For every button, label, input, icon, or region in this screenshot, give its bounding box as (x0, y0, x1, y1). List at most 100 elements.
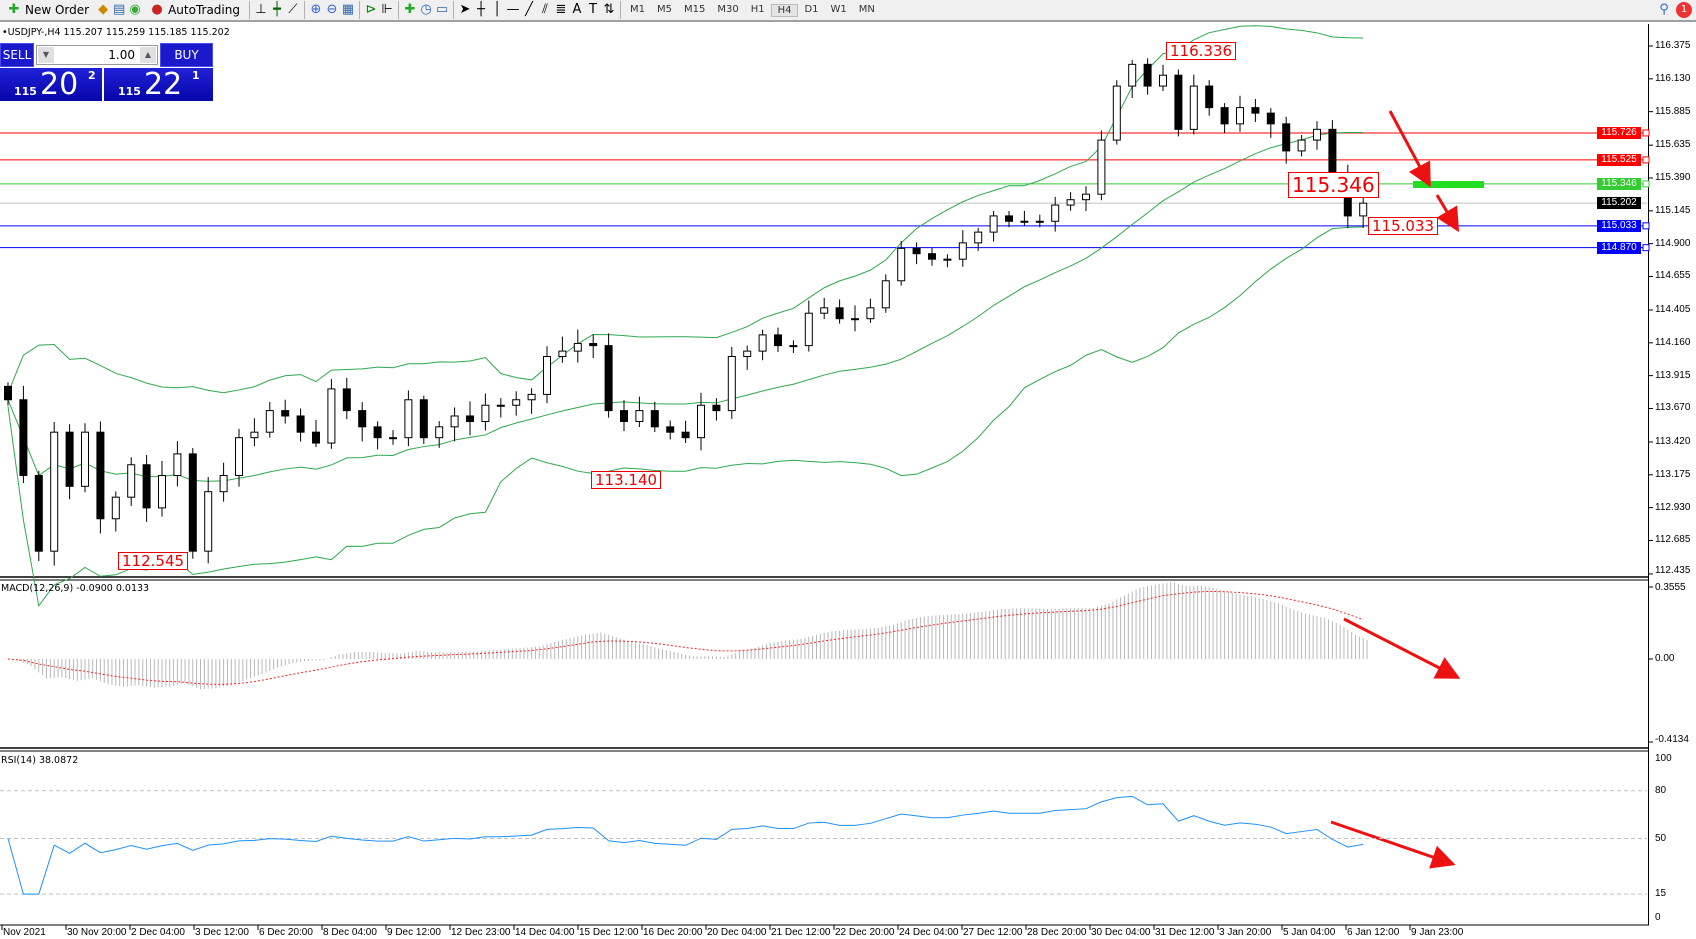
price-axis-label: 116.375 (1655, 40, 1691, 51)
text-label-icon[interactable]: T (589, 2, 597, 17)
lot-decrease-button[interactable]: ▼ (38, 47, 54, 63)
timeframe-w1[interactable]: W1 (830, 3, 847, 15)
time-axis-label: 27 Dec 12:00 (963, 927, 1023, 938)
horizontal-line-icon[interactable]: — (506, 2, 520, 17)
zoom-in-icon[interactable]: ⊕ (310, 2, 322, 17)
vertical-line-icon[interactable]: │ (493, 2, 501, 17)
candle (1236, 95, 1244, 132)
candle (851, 305, 859, 332)
candle (312, 420, 320, 448)
candle (1066, 192, 1075, 211)
time-axis-label: 30 Nov 20:00 (67, 927, 127, 938)
rsi-axis-label: 0 (1655, 912, 1661, 923)
chart-window[interactable] (0, 24, 1649, 925)
market-icon[interactable]: ▤ (112, 2, 126, 17)
alerts-badge[interactable]: 1 (1676, 2, 1692, 18)
time-axis-label: Nov 2021 (3, 927, 46, 938)
trendline-icon[interactable]: ╱ (525, 2, 533, 17)
price-axis-label: 112.435 (1655, 565, 1691, 576)
templates-icon[interactable]: ▭ (435, 2, 449, 17)
price-axis-label: 115.885 (1655, 105, 1691, 117)
timeframe-m5[interactable]: M5 (656, 3, 672, 15)
chart-shift-icon[interactable]: ⊩ (381, 2, 393, 17)
price-line-tag: 115.525 (1597, 153, 1641, 166)
timeframe-mn[interactable]: MN (858, 3, 875, 15)
candle (589, 334, 598, 359)
candle (1205, 80, 1214, 116)
candle (866, 298, 875, 323)
timeframe-h1[interactable]: H1 (750, 3, 765, 15)
autoscroll-icon[interactable]: ⊳ (365, 2, 377, 17)
time-axis-label: 9 Dec 12:00 (387, 927, 441, 938)
candle (1112, 80, 1121, 145)
periods-icon[interactable]: ◷ (420, 2, 432, 17)
crosshair-icon[interactable]: ┼ (477, 2, 485, 17)
price-line-tag: 114.870 (1597, 241, 1641, 254)
candle (265, 401, 274, 438)
candle (712, 398, 721, 421)
candle (435, 421, 444, 448)
candle (1097, 130, 1106, 201)
buy-price[interactable]: 115 22 1 (104, 68, 213, 101)
divider (397, 1, 399, 19)
lot-size-input[interactable]: ▼ 1.00 ▲ (36, 45, 158, 65)
candle (835, 299, 844, 324)
timeframe-m15[interactable]: M15 (683, 3, 706, 15)
candlestick-icon[interactable]: ┿ (273, 2, 281, 17)
timeframe-d1[interactable]: D1 (804, 3, 819, 15)
timeframe-m30[interactable]: M30 (717, 3, 739, 15)
time-axis-label: 9 Jan 23:00 (1411, 927, 1464, 938)
text-icon[interactable]: A (572, 2, 582, 17)
candle (219, 462, 228, 502)
time-axis-label: 24 Dec 04:00 (899, 927, 959, 938)
zoom-out-icon[interactable]: ⊖ (326, 2, 338, 17)
price-axis-label: 114.655 (1655, 270, 1691, 282)
sell-price[interactable]: 115 20 2 (0, 68, 102, 101)
line-chart-icon[interactable]: ⟋ (288, 2, 298, 17)
timeframe-m1[interactable]: M1 (629, 3, 645, 15)
autotrading-button[interactable]: ● AutoTrading (143, 0, 246, 20)
candle (250, 418, 259, 447)
divider (248, 1, 250, 19)
candle (188, 447, 197, 559)
cursor-icon[interactable]: ➤ (459, 2, 471, 17)
metaeditor-icon[interactable]: ◆ (98, 2, 109, 17)
candle (127, 457, 136, 506)
candle (296, 408, 305, 442)
annotation-high: 116.336 (1166, 42, 1237, 60)
sell-price-fraction: 2 (88, 69, 96, 82)
candle (342, 377, 351, 420)
buy-button[interactable]: BUY (160, 43, 213, 67)
rsi-axis-label: 100 (1655, 753, 1672, 764)
candle (573, 329, 582, 363)
fibonacci-icon[interactable]: ≣ (555, 2, 567, 17)
lot-increase-button[interactable]: ▲ (140, 47, 156, 63)
candle (558, 336, 567, 363)
buy-price-pips: 22 (144, 68, 183, 101)
new-order-button[interactable]: ✚ New Order (0, 0, 95, 20)
equidistant-channel-icon[interactable]: ⫽ (542, 2, 548, 17)
divider (303, 1, 305, 19)
rsi-axis-label: 80 (1655, 784, 1667, 796)
highlight-bar (1413, 181, 1484, 188)
price-axis-label: 116.130 (1655, 72, 1691, 84)
rsi-label: RSI(14) 38.0872 (1, 755, 79, 766)
price-axis-label: 113.175 (1655, 468, 1691, 480)
arrows-icon[interactable]: ⇅ (603, 2, 615, 17)
bar-chart-icon[interactable]: ⊥ (255, 2, 267, 17)
timeframe-h4[interactable]: H4 (770, 3, 799, 17)
sell-button[interactable]: SELL (0, 43, 34, 67)
indicators-icon[interactable]: ✚ (404, 2, 416, 17)
candle (1051, 196, 1060, 232)
time-axis-label: 22 Dec 20:00 (835, 927, 895, 938)
candle (466, 401, 474, 436)
signals-icon[interactable]: ◉ (129, 2, 141, 17)
price-line-handle (1642, 180, 1650, 188)
tile-windows-icon[interactable]: ▦ (341, 2, 355, 17)
candle (235, 428, 243, 487)
search-icon[interactable]: ⚲ (1659, 2, 1669, 17)
price-line-tag: 115.202 (1597, 197, 1641, 210)
price-line-handle (1642, 244, 1650, 252)
lot-value[interactable]: 1.00 (108, 48, 135, 62)
